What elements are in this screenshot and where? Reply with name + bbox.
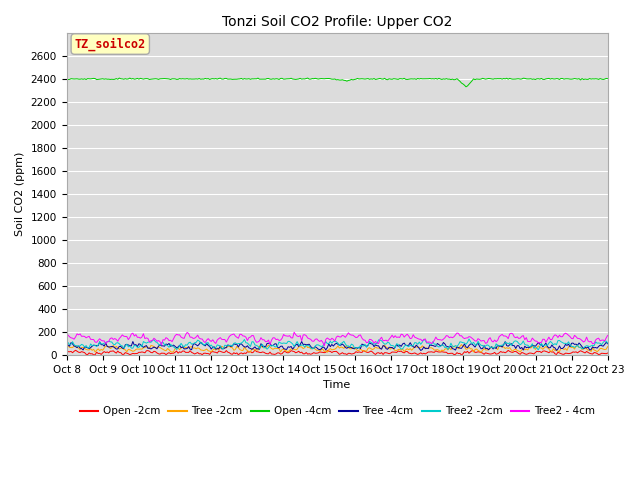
- Open -4cm: [301, 76, 308, 82]
- Tree2 - 4cm: [321, 343, 328, 349]
- Tree -4cm: [253, 346, 260, 352]
- Open -2cm: [301, 351, 308, 357]
- Tree -4cm: [604, 341, 612, 347]
- Tree2 -2cm: [604, 340, 612, 346]
- Line: Open -2cm: Open -2cm: [67, 350, 608, 355]
- Open -2cm: [577, 348, 584, 354]
- Tree -4cm: [301, 341, 308, 347]
- Open -4cm: [63, 76, 70, 82]
- Line: Tree2 - 4cm: Tree2 - 4cm: [67, 332, 608, 346]
- Tree2 -2cm: [224, 343, 232, 349]
- Open -2cm: [242, 350, 250, 356]
- Tree -2cm: [251, 347, 259, 353]
- Tree2 - 4cm: [224, 336, 232, 342]
- Tree2 - 4cm: [63, 331, 70, 337]
- Open -4cm: [604, 76, 612, 82]
- Open -4cm: [115, 75, 123, 81]
- Legend: Open -2cm, Tree -2cm, Open -4cm, Tree -4cm, Tree2 -2cm, Tree2 - 4cm: Open -2cm, Tree -2cm, Open -4cm, Tree -4…: [76, 402, 599, 420]
- Tree -2cm: [300, 346, 307, 351]
- Tree2 - 4cm: [129, 330, 137, 336]
- Line: Tree -4cm: Tree -4cm: [67, 342, 608, 350]
- Tree2 -2cm: [300, 342, 307, 348]
- Tree -4cm: [577, 342, 584, 348]
- X-axis label: Time: Time: [323, 380, 351, 390]
- Tree2 -2cm: [577, 345, 584, 350]
- Open -4cm: [131, 76, 138, 82]
- Tree2 -2cm: [465, 336, 473, 342]
- Open -4cm: [462, 84, 470, 90]
- Open -2cm: [458, 352, 465, 358]
- Y-axis label: Soil CO2 (ppm): Soil CO2 (ppm): [15, 152, 25, 236]
- Open -4cm: [253, 76, 260, 82]
- Tree -2cm: [63, 343, 70, 349]
- Tree -2cm: [477, 349, 485, 355]
- Tree -4cm: [131, 342, 138, 348]
- Tree -2cm: [129, 348, 137, 354]
- Tree -4cm: [244, 343, 252, 348]
- Tree2 - 4cm: [291, 329, 298, 335]
- Open -2cm: [129, 350, 137, 356]
- Tree2 -2cm: [251, 342, 259, 348]
- Tree -2cm: [224, 344, 232, 349]
- Text: TZ_soilco2: TZ_soilco2: [75, 37, 146, 51]
- Tree2 -2cm: [129, 345, 137, 351]
- Tree2 -2cm: [242, 340, 250, 346]
- Line: Open -4cm: Open -4cm: [67, 78, 608, 87]
- Tree -2cm: [458, 342, 465, 348]
- Open -2cm: [63, 349, 70, 355]
- Title: Tonzi Soil CO2 Profile: Upper CO2: Tonzi Soil CO2 Profile: Upper CO2: [222, 15, 452, 29]
- Tree -4cm: [417, 348, 424, 353]
- Line: Tree2 -2cm: Tree2 -2cm: [67, 339, 608, 350]
- Tree -4cm: [225, 343, 233, 348]
- Tree -2cm: [577, 344, 584, 350]
- Tree2 - 4cm: [251, 337, 259, 343]
- Open -2cm: [253, 349, 260, 355]
- Open -4cm: [225, 76, 233, 82]
- Tree -4cm: [129, 339, 137, 345]
- Tree -2cm: [242, 347, 250, 352]
- Tree -4cm: [63, 342, 70, 348]
- Open -4cm: [577, 77, 584, 83]
- Tree2 - 4cm: [577, 336, 584, 342]
- Line: Tree -2cm: Tree -2cm: [67, 345, 608, 352]
- Tree2 -2cm: [534, 347, 542, 353]
- Open -2cm: [251, 347, 259, 353]
- Tree2 -2cm: [63, 339, 70, 345]
- Open -2cm: [224, 349, 232, 355]
- Tree2 - 4cm: [242, 335, 250, 340]
- Tree -2cm: [604, 344, 612, 349]
- Open -4cm: [244, 76, 252, 82]
- Tree2 - 4cm: [301, 332, 308, 337]
- Tree2 - 4cm: [604, 333, 612, 338]
- Open -2cm: [604, 350, 612, 356]
